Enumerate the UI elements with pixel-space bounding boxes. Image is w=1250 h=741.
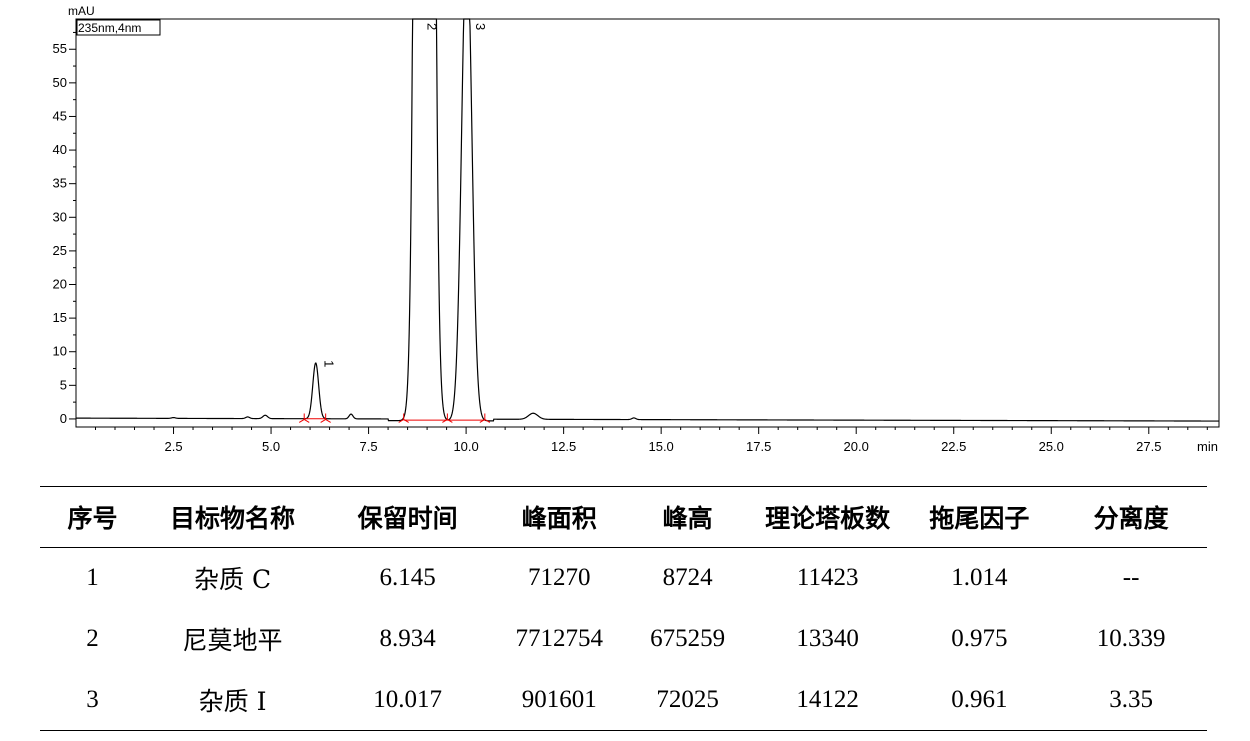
cell-peak-height: 8724 [662, 564, 713, 592]
cell-retention-time: 10.017 [373, 685, 442, 713]
cell-index: 1 [86, 564, 99, 592]
cell-compound: 尼莫地平 [182, 626, 283, 655]
table-row: 1 杂质 C 6.145 71270 8724 11423 1.014 -- [40, 548, 1207, 609]
y-axis-label: mAU [68, 4, 95, 18]
x-tick-label: 27.5 [1136, 439, 1161, 454]
x-tick-label: 2.5 [164, 439, 182, 454]
plot-frame-group [75, 18, 1220, 428]
y-tick-label: 40 [53, 142, 67, 157]
y-tick-label: 5 [60, 377, 67, 392]
cell-tailing: 1.014 [951, 564, 1008, 592]
integration-marker [398, 413, 409, 423]
cell-resolution: 10.339 [1096, 625, 1166, 652]
cell-peak-area: 901601 [521, 685, 597, 713]
x-tick-label: 25.0 [1039, 439, 1064, 454]
y-tick-label: 55 [53, 41, 67, 56]
table-header-row: 序号 目标物名称 保留时间 峰面积 峰高 理论塔板数 拖尾因子 分离度 [40, 486, 1207, 548]
y-tick-label: 35 [53, 176, 67, 191]
cell-compound: 杂质 I [198, 686, 267, 716]
peak-label: 2 [425, 23, 440, 30]
y-tick-label: 45 [53, 108, 67, 123]
table-row: 3 杂质 I 10.017 901601 72025 14122 0.961 3… [40, 670, 1207, 731]
cell-compound: 杂质 C [194, 565, 272, 595]
cell-peak-area: 71270 [528, 564, 591, 592]
legend-label: 235nm,4nm [78, 21, 141, 35]
cell-retention-time: 8.934 [379, 625, 436, 652]
cell-retention-time: 6.145 [379, 564, 436, 592]
header-retention-time: 保留时间 [357, 504, 458, 533]
x-tick-label: 7.5 [360, 439, 378, 454]
y-tick-label: 20 [53, 277, 67, 292]
x-tick-label: 17.5 [746, 439, 771, 454]
cell-index: 3 [86, 685, 99, 713]
cell-plates: 11423 [796, 564, 859, 592]
cell-peak-area: 7712754 [515, 625, 604, 652]
header-compound: 目标物名称 [170, 504, 296, 533]
integration-marker [320, 413, 331, 423]
peak-label: 3 [473, 23, 488, 30]
results-table: 序号 目标物名称 保留时间 峰面积 峰高 理论塔板数 拖尾因子 分离度 1 杂质… [40, 486, 1207, 731]
x-tick-label: 5.0 [262, 439, 280, 454]
cell-resolution: -- [1122, 564, 1140, 592]
cell-tailing: 0.961 [951, 685, 1008, 713]
peak-label: 1 [322, 360, 337, 367]
results-table-container: 序号 目标物名称 保留时间 峰面积 峰高 理论塔板数 拖尾因子 分离度 1 杂质… [40, 486, 1207, 731]
y-tick-label: 15 [53, 310, 67, 325]
x-axis-label: min [1197, 439, 1218, 454]
header-peak-area: 峰面积 [521, 504, 597, 533]
header-plates: 理论塔板数 [765, 504, 891, 533]
x-tick-label: 12.5 [551, 439, 576, 454]
integration-marker [298, 413, 310, 423]
cell-plates: 13340 [796, 625, 859, 652]
integration-marker [442, 413, 453, 423]
y-tick-label: 0 [60, 411, 67, 426]
x-tick-label: 15.0 [648, 439, 673, 454]
cell-plates: 14122 [796, 685, 859, 713]
x-tick-label: 22.5 [941, 439, 966, 454]
axes-group: 0 5 10 15 20 25 30 35 40 45 50 55 2.5 5.0 7.5 10.0 12.5 1… [53, 31, 1208, 454]
integration-marker [479, 413, 491, 423]
header-index: 序号 [67, 504, 118, 533]
header-resolution: 分离度 [1093, 504, 1169, 533]
x-tick-label: 20.0 [844, 439, 869, 454]
labels-group: mAU min 235nm,4nm 1 2 3 [68, 4, 1218, 454]
y-tick-label: 50 [53, 75, 67, 90]
integration-markers-group [298, 413, 491, 423]
chromatogram: 0 5 10 15 20 25 30 35 40 45 50 55 2.5 5.0 7.5 10.0 12.5 1… [53, 4, 1220, 454]
cell-tailing: 0.975 [951, 625, 1008, 652]
header-tailing: 拖尾因子 [929, 504, 1030, 533]
cell-resolution: 3.35 [1109, 685, 1153, 713]
chromatogram-trace [76, 18, 1219, 422]
y-tick-label: 25 [53, 243, 67, 258]
plot-frame [75, 18, 1220, 428]
legend-box [76, 19, 161, 36]
y-tick-label: 10 [53, 344, 67, 359]
cell-peak-height: 72025 [656, 685, 719, 713]
cell-peak-height: 675259 [650, 625, 726, 652]
header-peak-height: 峰高 [662, 504, 713, 533]
cell-index: 2 [86, 625, 99, 652]
y-tick-label: 30 [53, 209, 67, 224]
table-row: 2 尼莫地平 8.934 7712754 675259 13340 0.975 … [40, 609, 1207, 670]
x-tick-label: 10.0 [453, 439, 478, 454]
